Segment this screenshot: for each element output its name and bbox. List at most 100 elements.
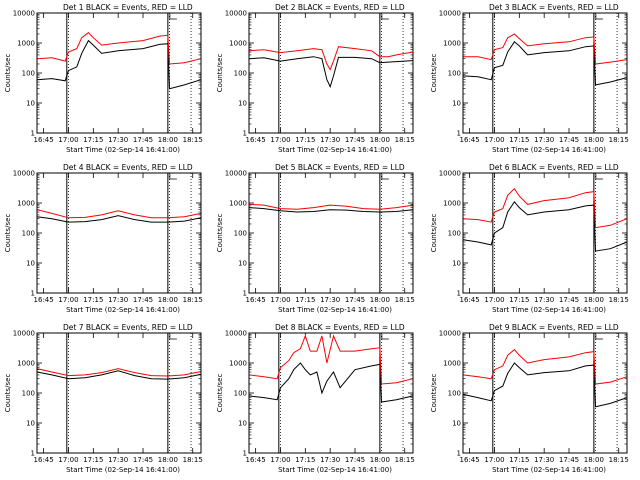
panel-det-8: Det 8 BLACK = Events, RED = LLD Counts/se…	[216, 323, 415, 474]
plot-frame	[36, 172, 202, 294]
panel-title: Det 2 BLACK = Events, RED = LLD	[275, 3, 405, 12]
marker-bracket	[595, 334, 603, 340]
y-tick-label: 1	[31, 450, 35, 458]
lld-line	[462, 187, 628, 229]
panel-det-7: Det 7 BLACK = Events, RED = LLD Counts/se…	[4, 323, 203, 474]
x-tick-label: 17:45	[559, 456, 579, 464]
x-tick-label: 17:45	[345, 296, 365, 304]
y-tick-label: 1000	[443, 360, 461, 368]
y-axis-label: Counts/sec	[4, 54, 12, 93]
events-line	[36, 215, 202, 223]
marker-bracket	[381, 174, 389, 180]
y-tick-label: 1000	[17, 40, 35, 48]
panel-det-3: Det 3 BLACK = Events, RED = LLD Counts/se…	[430, 3, 629, 154]
x-axis-label: Start Time (02-Sep-14 16:41:00)	[66, 466, 180, 474]
events-line	[36, 39, 202, 90]
y-tick-label: 10	[26, 100, 35, 108]
x-tick-label: 17:30	[108, 296, 128, 304]
events-line	[462, 200, 628, 252]
x-tick-label: 17:00	[484, 456, 504, 464]
marker-bracket	[595, 174, 603, 180]
y-tick-label: 100	[234, 230, 247, 238]
events-line	[248, 56, 414, 89]
y-tick-label: 1000	[17, 200, 35, 208]
x-tick-label: 18:15	[609, 456, 629, 464]
y-tick-label: 10	[452, 260, 461, 268]
x-tick-label: 18:15	[183, 456, 203, 464]
x-tick-label: 17:00	[270, 296, 290, 304]
marker-bracket	[169, 14, 177, 20]
y-tick-label: 1	[243, 450, 247, 458]
x-tick-label: 17:00	[58, 456, 78, 464]
y-tick-label: 100	[448, 70, 461, 78]
x-tick-label: 17:00	[270, 456, 290, 464]
plot-frame	[248, 172, 414, 294]
x-tick-label: 18:00	[158, 456, 178, 464]
marker-bracket	[381, 334, 389, 340]
lld-line	[248, 46, 414, 71]
y-tick-label: 1000	[229, 200, 247, 208]
y-tick-label: 10000	[439, 330, 461, 338]
panel-title: Det 7 BLACK = Events, RED = LLD	[63, 323, 193, 332]
plot-frame	[36, 12, 202, 134]
x-tick-label: 17:45	[345, 136, 365, 144]
x-tick-label: 16:45	[460, 296, 480, 304]
y-tick-label: 10000	[439, 170, 461, 178]
plot-frame	[36, 332, 202, 454]
x-tick-label: 16:45	[246, 296, 266, 304]
y-tick-label: 10	[238, 420, 247, 428]
plot-frame	[462, 12, 628, 134]
x-tick-label: 17:15	[295, 136, 315, 144]
panel-title: Det 9 BLACK = Events, RED = LLD	[489, 323, 619, 332]
x-tick-label: 16:45	[34, 296, 54, 304]
x-tick-label: 18:15	[395, 296, 415, 304]
x-tick-label: 17:45	[559, 136, 579, 144]
y-tick-label: 10000	[13, 330, 35, 338]
y-tick-label: 100	[22, 230, 35, 238]
y-tick-label: 100	[22, 390, 35, 398]
y-tick-label: 1	[457, 290, 461, 298]
x-tick-label: 17:15	[83, 456, 103, 464]
y-tick-label: 10	[26, 420, 35, 428]
events-line	[36, 370, 202, 380]
y-tick-label: 100	[22, 70, 35, 78]
y-tick-label: 1	[31, 290, 35, 298]
y-tick-label: 100	[234, 70, 247, 78]
x-axis-label: Start Time (02-Sep-14 16:41:00)	[278, 466, 392, 474]
y-axis-label: Counts/sec	[216, 214, 224, 253]
lld-line	[462, 348, 628, 385]
x-tick-label: 17:45	[133, 136, 153, 144]
y-axis-label: Counts/sec	[216, 374, 224, 413]
x-tick-label: 17:45	[133, 296, 153, 304]
x-tick-label: 16:45	[246, 456, 266, 464]
x-tick-label: 17:15	[295, 456, 315, 464]
y-tick-label: 1	[457, 450, 461, 458]
x-axis-label: Start Time (02-Sep-14 16:41:00)	[66, 306, 180, 314]
x-tick-label: 17:00	[484, 136, 504, 144]
x-tick-label: 18:00	[584, 456, 604, 464]
y-tick-label: 10000	[13, 170, 35, 178]
x-tick-label: 18:00	[158, 296, 178, 304]
x-tick-label: 18:15	[609, 136, 629, 144]
y-axis-label: Counts/sec	[430, 374, 438, 413]
x-axis-label: Start Time (02-Sep-14 16:41:00)	[278, 306, 392, 314]
marker-bracket	[169, 174, 177, 180]
y-tick-label: 10000	[225, 330, 247, 338]
x-axis-label: Start Time (02-Sep-14 16:41:00)	[492, 306, 606, 314]
panel-det-1: Det 1 BLACK = Events, RED = LLD Counts/se…	[4, 3, 203, 154]
y-tick-label: 10000	[225, 10, 247, 18]
y-tick-label: 10000	[439, 10, 461, 18]
x-tick-label: 17:15	[295, 296, 315, 304]
x-tick-label: 18:00	[584, 136, 604, 144]
plot-frame	[248, 12, 414, 134]
x-tick-label: 17:45	[559, 296, 579, 304]
x-tick-label: 16:45	[460, 456, 480, 464]
x-tick-label: 17:30	[320, 456, 340, 464]
panel-title: Det 8 BLACK = Events, RED = LLD	[275, 323, 405, 332]
x-tick-label: 17:45	[133, 456, 153, 464]
x-tick-label: 17:30	[534, 136, 554, 144]
x-tick-label: 17:45	[345, 456, 365, 464]
x-tick-label: 17:30	[534, 456, 554, 464]
x-tick-label: 18:15	[183, 296, 203, 304]
